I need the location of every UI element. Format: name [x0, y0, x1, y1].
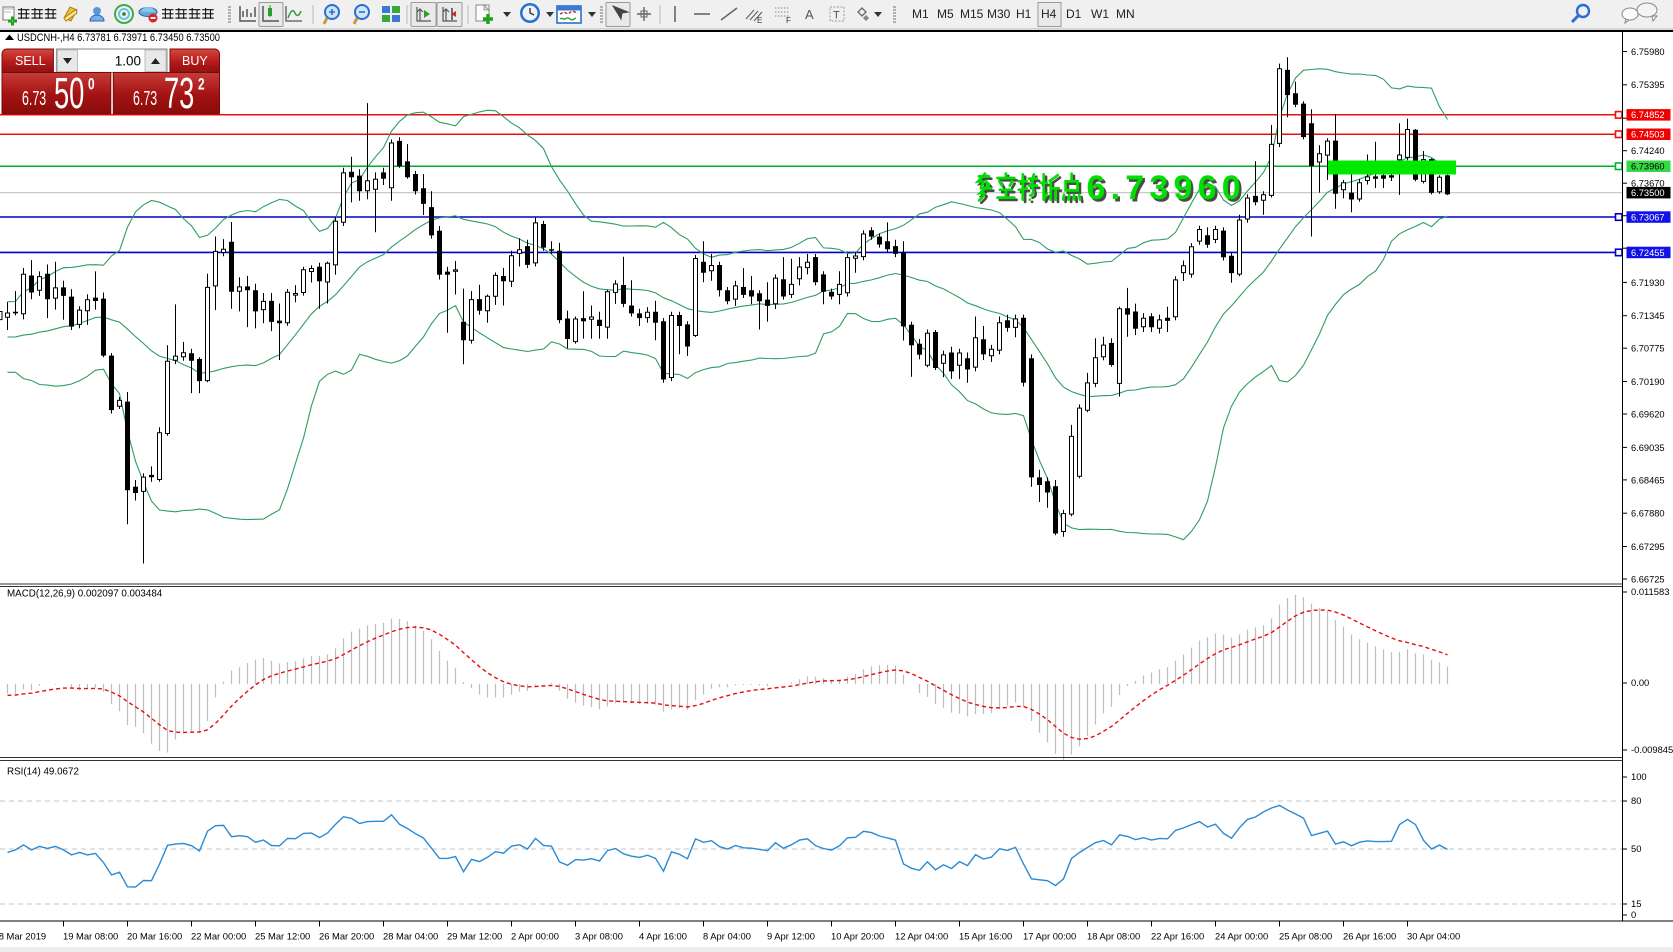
svg-text:2: 2	[198, 76, 205, 94]
svg-text:22 Apr 16:00: 22 Apr 16:00	[1151, 931, 1204, 942]
svg-text:6.72455: 6.72455	[1631, 247, 1665, 258]
svg-text:F: F	[786, 16, 791, 25]
svg-text:4 Apr 16:00: 4 Apr 16:00	[639, 931, 687, 942]
svg-text:12 Apr 04:00: 12 Apr 04:00	[895, 931, 948, 942]
svg-text:D1: D1	[1066, 7, 1082, 21]
svg-text:100: 100	[1631, 771, 1647, 782]
svg-text:1.00: 1.00	[115, 54, 141, 69]
svg-text:6.74852: 6.74852	[1631, 109, 1665, 120]
svg-text:20 Mar 16:00: 20 Mar 16:00	[127, 931, 182, 942]
svg-text:3 Apr 08:00: 3 Apr 08:00	[575, 931, 623, 942]
svg-text:E: E	[757, 16, 762, 25]
svg-text:24 Apr 00:00: 24 Apr 00:00	[1215, 931, 1268, 942]
svg-text:50: 50	[1631, 843, 1641, 854]
svg-text:MN: MN	[1116, 7, 1135, 21]
svg-text:6.75395: 6.75395	[1631, 79, 1665, 90]
svg-text:6.73: 6.73	[133, 87, 157, 110]
svg-text:M30: M30	[987, 7, 1011, 21]
svg-text:18 Mar 2019: 18 Mar 2019	[0, 931, 46, 942]
svg-text:9 Apr 12:00: 9 Apr 12:00	[767, 931, 815, 942]
svg-text:0: 0	[1631, 909, 1636, 920]
svg-text:8 Apr 04:00: 8 Apr 04:00	[703, 931, 751, 942]
svg-text:19 Mar 08:00: 19 Mar 08:00	[63, 931, 118, 942]
svg-text:M1: M1	[912, 7, 929, 21]
svg-text:18 Apr 08:00: 18 Apr 08:00	[1087, 931, 1140, 942]
svg-text:22 Mar 00:00: 22 Mar 00:00	[191, 931, 246, 942]
svg-text:73: 73	[164, 68, 194, 117]
svg-text:H1: H1	[1016, 7, 1032, 21]
svg-text:6.73: 6.73	[22, 87, 46, 110]
svg-text:6.68465: 6.68465	[1631, 474, 1665, 485]
svg-text:17 Apr 00:00: 17 Apr 00:00	[1023, 931, 1076, 942]
svg-text:6.73067: 6.73067	[1631, 211, 1665, 222]
svg-text:15 Apr 16:00: 15 Apr 16:00	[959, 931, 1012, 942]
svg-text:6.67295: 6.67295	[1631, 541, 1665, 552]
svg-text:6.73960: 6.73960	[1087, 169, 1246, 207]
svg-text:0.011583: 0.011583	[1631, 586, 1669, 597]
svg-text:SELL: SELL	[15, 54, 46, 68]
svg-text:6.73670: 6.73670	[1631, 178, 1665, 189]
svg-text:15: 15	[1631, 898, 1641, 909]
svg-text:M15: M15	[960, 7, 984, 21]
svg-text:0.00: 0.00	[1631, 677, 1649, 688]
svg-text:6.69035: 6.69035	[1631, 442, 1665, 453]
svg-text:W1: W1	[1091, 7, 1109, 21]
svg-text:MACD(12,26,9) 0.002097 0.00348: MACD(12,26,9) 0.002097 0.003484	[7, 589, 163, 600]
svg-text:RSI(14) 49.0672: RSI(14) 49.0672	[7, 767, 79, 778]
svg-text:BUY: BUY	[182, 54, 208, 68]
svg-text:6.71345: 6.71345	[1631, 310, 1665, 321]
svg-text:6.70190: 6.70190	[1631, 376, 1665, 387]
svg-text:6.74503: 6.74503	[1631, 129, 1665, 140]
svg-text:30 Apr 04:00: 30 Apr 04:00	[1407, 931, 1460, 942]
svg-text:6.67880: 6.67880	[1631, 508, 1665, 519]
svg-text:T: T	[833, 10, 840, 22]
svg-text:USDCNH-,H4 6.73781 6.73971 6.: USDCNH-,H4 6.73781 6.73971 6.73450 6.735…	[17, 32, 220, 44]
svg-text:6.73960: 6.73960	[1631, 161, 1665, 172]
svg-text:26 Mar 20:00: 26 Mar 20:00	[319, 931, 374, 942]
svg-text:28 Mar 04:00: 28 Mar 04:00	[383, 931, 438, 942]
svg-text:26 Apr 16:00: 26 Apr 16:00	[1343, 931, 1396, 942]
svg-text:2 Apr 00:00: 2 Apr 00:00	[511, 931, 559, 942]
svg-text:6.70775: 6.70775	[1631, 343, 1665, 354]
svg-text:6.71930: 6.71930	[1631, 277, 1665, 288]
svg-text:25 Apr 08:00: 25 Apr 08:00	[1279, 931, 1332, 942]
svg-text:6.74240: 6.74240	[1631, 145, 1665, 156]
svg-text:6.73500: 6.73500	[1631, 187, 1665, 198]
svg-text:6.69620: 6.69620	[1631, 408, 1665, 419]
svg-text:6.66725: 6.66725	[1631, 573, 1665, 584]
svg-text:80: 80	[1631, 795, 1641, 806]
svg-text:10 Apr 20:00: 10 Apr 20:00	[831, 931, 884, 942]
svg-text:-0.009845: -0.009845	[1631, 744, 1673, 755]
svg-text:25 Mar 12:00: 25 Mar 12:00	[255, 931, 310, 942]
svg-text:M5: M5	[937, 7, 954, 21]
svg-text:6.75980: 6.75980	[1631, 46, 1665, 57]
svg-text:0: 0	[88, 76, 95, 94]
svg-text:H4: H4	[1041, 7, 1057, 21]
svg-text:6.73960: 6.73960	[1089, 171, 1248, 209]
svg-text:50: 50	[54, 68, 84, 117]
svg-text:A: A	[805, 7, 814, 22]
svg-text:29 Mar 12:00: 29 Mar 12:00	[447, 931, 502, 942]
